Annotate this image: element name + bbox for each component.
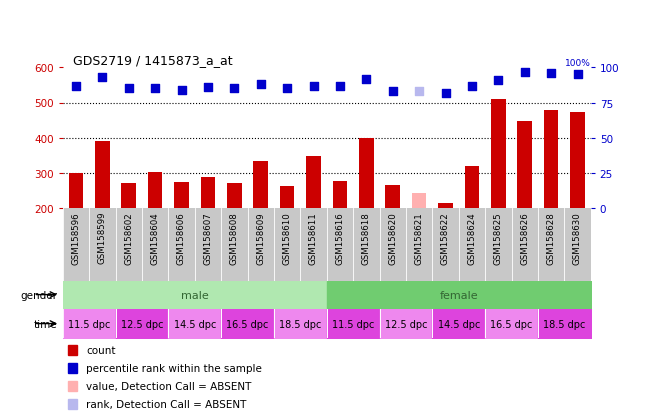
Text: 18.5 dpc: 18.5 dpc [543,319,585,329]
Bar [570,113,585,209]
Bar [544,111,558,209]
Bar [517,121,532,209]
Text: GSM158626: GSM158626 [520,211,529,264]
Bar [201,178,215,209]
Bar [121,183,136,209]
Point [493,78,504,84]
Bar [148,173,162,209]
Text: 18.5 dpc: 18.5 dpc [279,319,321,329]
Text: 11.5 dpc: 11.5 dpc [332,319,374,329]
Text: GSM158618: GSM158618 [362,211,371,264]
Text: GSM158610: GSM158610 [282,211,292,264]
Point [97,75,108,81]
Text: GSM158607: GSM158607 [203,211,213,264]
Bar [438,204,453,209]
Bar [491,100,506,209]
Bar [68,345,77,355]
Text: 11.5 dpc: 11.5 dpc [68,319,110,329]
Bar [95,142,110,209]
Text: 100%: 100% [565,59,591,67]
Text: GSM158625: GSM158625 [494,211,503,264]
Text: GSM158624: GSM158624 [467,211,477,264]
Text: percentile rank within the sample: percentile rank within the sample [86,363,262,373]
Text: rank, Detection Call = ABSENT: rank, Detection Call = ABSENT [86,399,247,409]
Bar [465,166,479,209]
Bar [227,184,242,209]
Text: GSM158628: GSM158628 [546,211,556,264]
Text: time: time [34,319,57,329]
Bar [280,186,294,209]
Point [519,69,530,76]
Text: GSM158608: GSM158608 [230,211,239,264]
Text: GSM158604: GSM158604 [150,211,160,264]
Text: GSM158609: GSM158609 [256,211,265,264]
Point [123,86,134,93]
Text: GSM158630: GSM158630 [573,211,582,264]
Point [546,71,556,77]
Text: 14.5 dpc: 14.5 dpc [438,319,480,329]
Point [572,72,583,78]
Text: GSM158621: GSM158621 [414,211,424,264]
Point [414,89,424,95]
Text: GSM158616: GSM158616 [335,211,345,264]
Text: GSM158596: GSM158596 [71,211,81,264]
Bar [253,161,268,209]
Text: value, Detection Call = ABSENT: value, Detection Call = ABSENT [86,381,252,392]
Bar [385,186,400,209]
Text: GSM158620: GSM158620 [388,211,397,264]
Bar [68,363,77,373]
Point [229,86,240,93]
Point [308,83,319,90]
Text: 12.5 dpc: 12.5 dpc [385,319,427,329]
Bar [333,182,347,209]
Text: 16.5 dpc: 16.5 dpc [226,319,269,329]
Point [150,86,160,93]
Text: count: count [86,345,116,355]
Text: male: male [181,290,209,300]
Bar [69,173,83,209]
Text: gender: gender [20,290,57,300]
Text: GSM158602: GSM158602 [124,211,133,264]
Bar [68,381,77,392]
Bar [174,183,189,209]
Point [255,82,266,88]
Text: 14.5 dpc: 14.5 dpc [174,319,216,329]
Point [361,76,372,83]
Bar [359,138,374,209]
Text: GSM158606: GSM158606 [177,211,186,264]
Bar [68,399,77,410]
Text: GDS2719 / 1415873_a_at: GDS2719 / 1415873_a_at [73,54,233,67]
Text: 12.5 dpc: 12.5 dpc [121,319,163,329]
Text: female: female [440,290,478,300]
Point [282,86,292,93]
Point [440,90,451,97]
Text: 16.5 dpc: 16.5 dpc [490,319,533,329]
Point [203,85,213,91]
Point [335,83,345,90]
Point [467,83,477,90]
Point [176,87,187,94]
Point [387,89,398,95]
Text: GSM158599: GSM158599 [98,211,107,264]
Text: GSM158622: GSM158622 [441,211,450,264]
Point [71,83,81,90]
Bar [306,157,321,209]
Text: GSM158611: GSM158611 [309,211,318,264]
Bar [412,194,426,209]
